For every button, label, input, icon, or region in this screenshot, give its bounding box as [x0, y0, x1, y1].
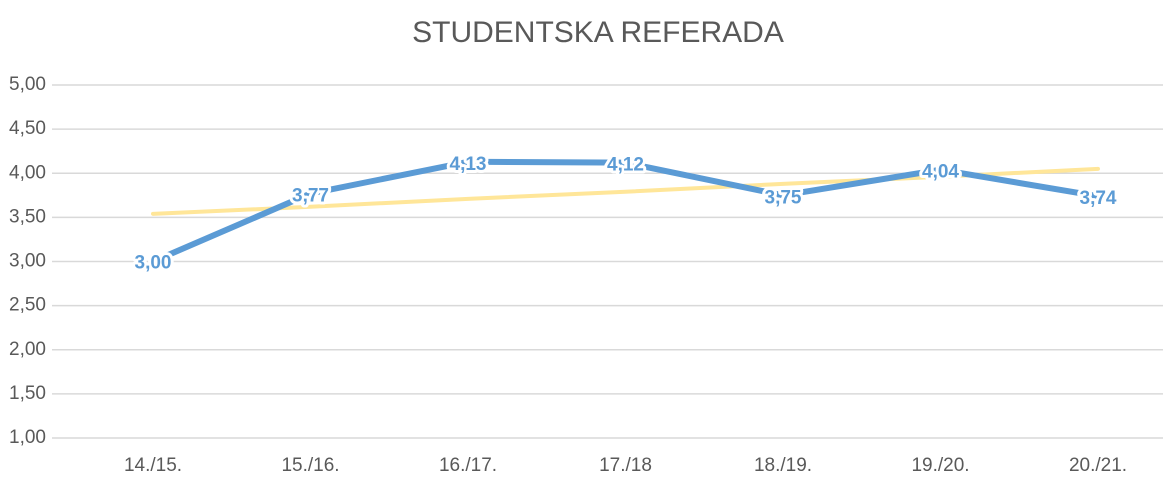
y-tick-label: 2,00 [9, 339, 46, 360]
data-label: 3,77 [292, 186, 329, 207]
data-label: 3,74 [1080, 188, 1117, 209]
y-tick-label: 2,50 [9, 295, 46, 316]
trend-line [151, 166, 1100, 216]
data-label: 4,04 [922, 162, 959, 183]
y-tick-label: 1,50 [9, 383, 46, 404]
y-tick-label: 3,00 [9, 251, 46, 272]
y-tick-label: 3,50 [9, 206, 46, 227]
data-label: 4,12 [607, 155, 644, 176]
data-line [150, 158, 1101, 265]
x-tick-label: 18./19. [754, 455, 812, 476]
x-tick-label: 20./21. [1069, 455, 1127, 476]
y-tick-label: 4,50 [9, 118, 46, 139]
x-tick-label: 16./17. [439, 455, 497, 476]
data-label: 4,13 [450, 154, 487, 175]
y-tick-label: 5,00 [9, 74, 46, 95]
data-label: 3,00 [135, 253, 172, 274]
chart-title: STUDENTSKA REFERADA [412, 16, 784, 49]
y-tick-label: 4,00 [9, 162, 46, 183]
x-tick-label: 14./15. [124, 455, 182, 476]
y-tick-label: 1,00 [9, 427, 46, 448]
x-tick-label: 17./18 [599, 455, 652, 476]
x-tick-label: 19./20. [911, 455, 969, 476]
data-label: 3,75 [765, 187, 802, 208]
x-tick-label: 15./16. [281, 455, 339, 476]
